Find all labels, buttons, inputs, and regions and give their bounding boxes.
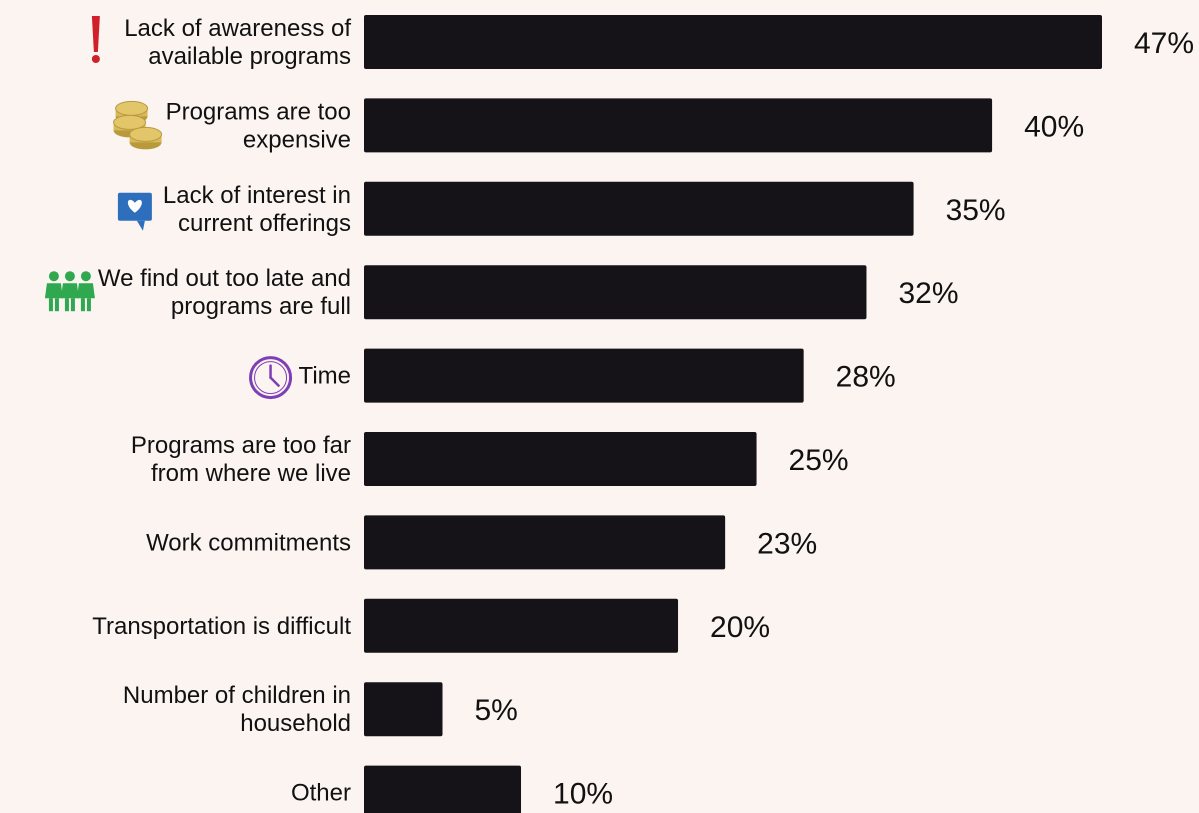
category-label-line: Lack of interest in — [163, 182, 351, 209]
bar-transportation-is-difficult — [364, 598, 679, 653]
bar-lack-of-interest-in-current-offerings — [364, 181, 914, 236]
value-label-other: 10% — [553, 778, 613, 811]
category-label-transportation-is-difficult: Transportation is difficult — [92, 613, 351, 640]
bar-work-commitments — [364, 515, 726, 570]
three-people-icon — [44, 271, 95, 312]
category-label-line: programs are full — [171, 293, 351, 320]
value-label-lack-of-awareness-of-available-programs: 47% — [1134, 27, 1194, 60]
category-label-line: expensive — [243, 126, 351, 153]
value-labels-group: 47% 40% 35% 32% 28% 25% 23% 20% 5% 10% — [475, 27, 1195, 811]
exclamation-icon — [91, 16, 100, 63]
category-label-lack-of-interest-in-current-offerings: Lack of interest in current offerings — [163, 182, 351, 237]
category-label-line: current offerings — [178, 210, 351, 237]
category-label-line: Transportation is difficult — [92, 613, 351, 640]
bars-group — [364, 15, 1102, 813]
value-label-programs-are-too-expensive: 40% — [1024, 110, 1084, 143]
category-label-other: Other — [291, 780, 351, 807]
category-label-programs-are-too-expensive: Programs are too expensive — [166, 98, 351, 153]
category-label-time: Time — [299, 363, 351, 390]
category-labels-group: Lack of awareness of available programs Pr… — [92, 15, 351, 807]
bar-time — [364, 348, 804, 403]
coins-icon — [113, 100, 163, 150]
category-label-line: Lack of awareness of — [124, 15, 351, 42]
category-label-work-commitments: Work commitments — [146, 529, 351, 556]
category-label-line: Work commitments — [146, 529, 351, 556]
value-label-lack-of-interest-in-current-offerings: 35% — [946, 194, 1006, 227]
category-label-lack-of-awareness-of-available-programs: Lack of awareness of available programs — [124, 15, 351, 70]
category-label-line: from where we live — [151, 460, 351, 487]
category-label-line: Other — [291, 780, 351, 807]
icons-group — [44, 16, 293, 400]
value-label-work-commitments: 23% — [757, 527, 817, 560]
bar-number-of-children-in-household — [364, 682, 443, 737]
category-label-line: Number of children in — [123, 682, 351, 709]
category-label-line: Programs are too far — [131, 432, 351, 459]
heart-speech-bubble-icon — [117, 192, 152, 231]
category-label-line: We find out too late and — [98, 265, 351, 292]
category-label-number-of-children-in-household: Number of children in household — [123, 682, 351, 737]
category-label-line: available programs — [148, 43, 351, 70]
category-label-line: Time — [299, 363, 351, 390]
value-label-transportation-is-difficult: 20% — [710, 611, 770, 644]
value-label-programs-are-too-far-from-where-we-live: 25% — [789, 444, 849, 477]
bar-other — [364, 765, 522, 813]
value-label-we-find-out-too-late-and-programs-are-full: 32% — [898, 277, 958, 310]
category-label-we-find-out-too-late-and-programs-are-full: We find out too late and programs are ful… — [98, 265, 351, 320]
category-label-programs-are-too-far-from-where-we-live: Programs are too far from where we live — [131, 432, 351, 487]
bar-we-find-out-too-late-and-programs-are-full — [364, 265, 867, 320]
value-label-number-of-children-in-household: 5% — [475, 694, 518, 727]
bar-lack-of-awareness-of-available-programs — [364, 15, 1102, 69]
category-label-line: Programs are too — [166, 98, 351, 125]
value-label-time: 28% — [836, 361, 896, 394]
clock-icon — [249, 356, 293, 400]
bar-programs-are-too-far-from-where-we-live — [364, 432, 757, 486]
category-label-line: household — [240, 710, 351, 737]
bar-programs-are-too-expensive — [364, 98, 993, 153]
